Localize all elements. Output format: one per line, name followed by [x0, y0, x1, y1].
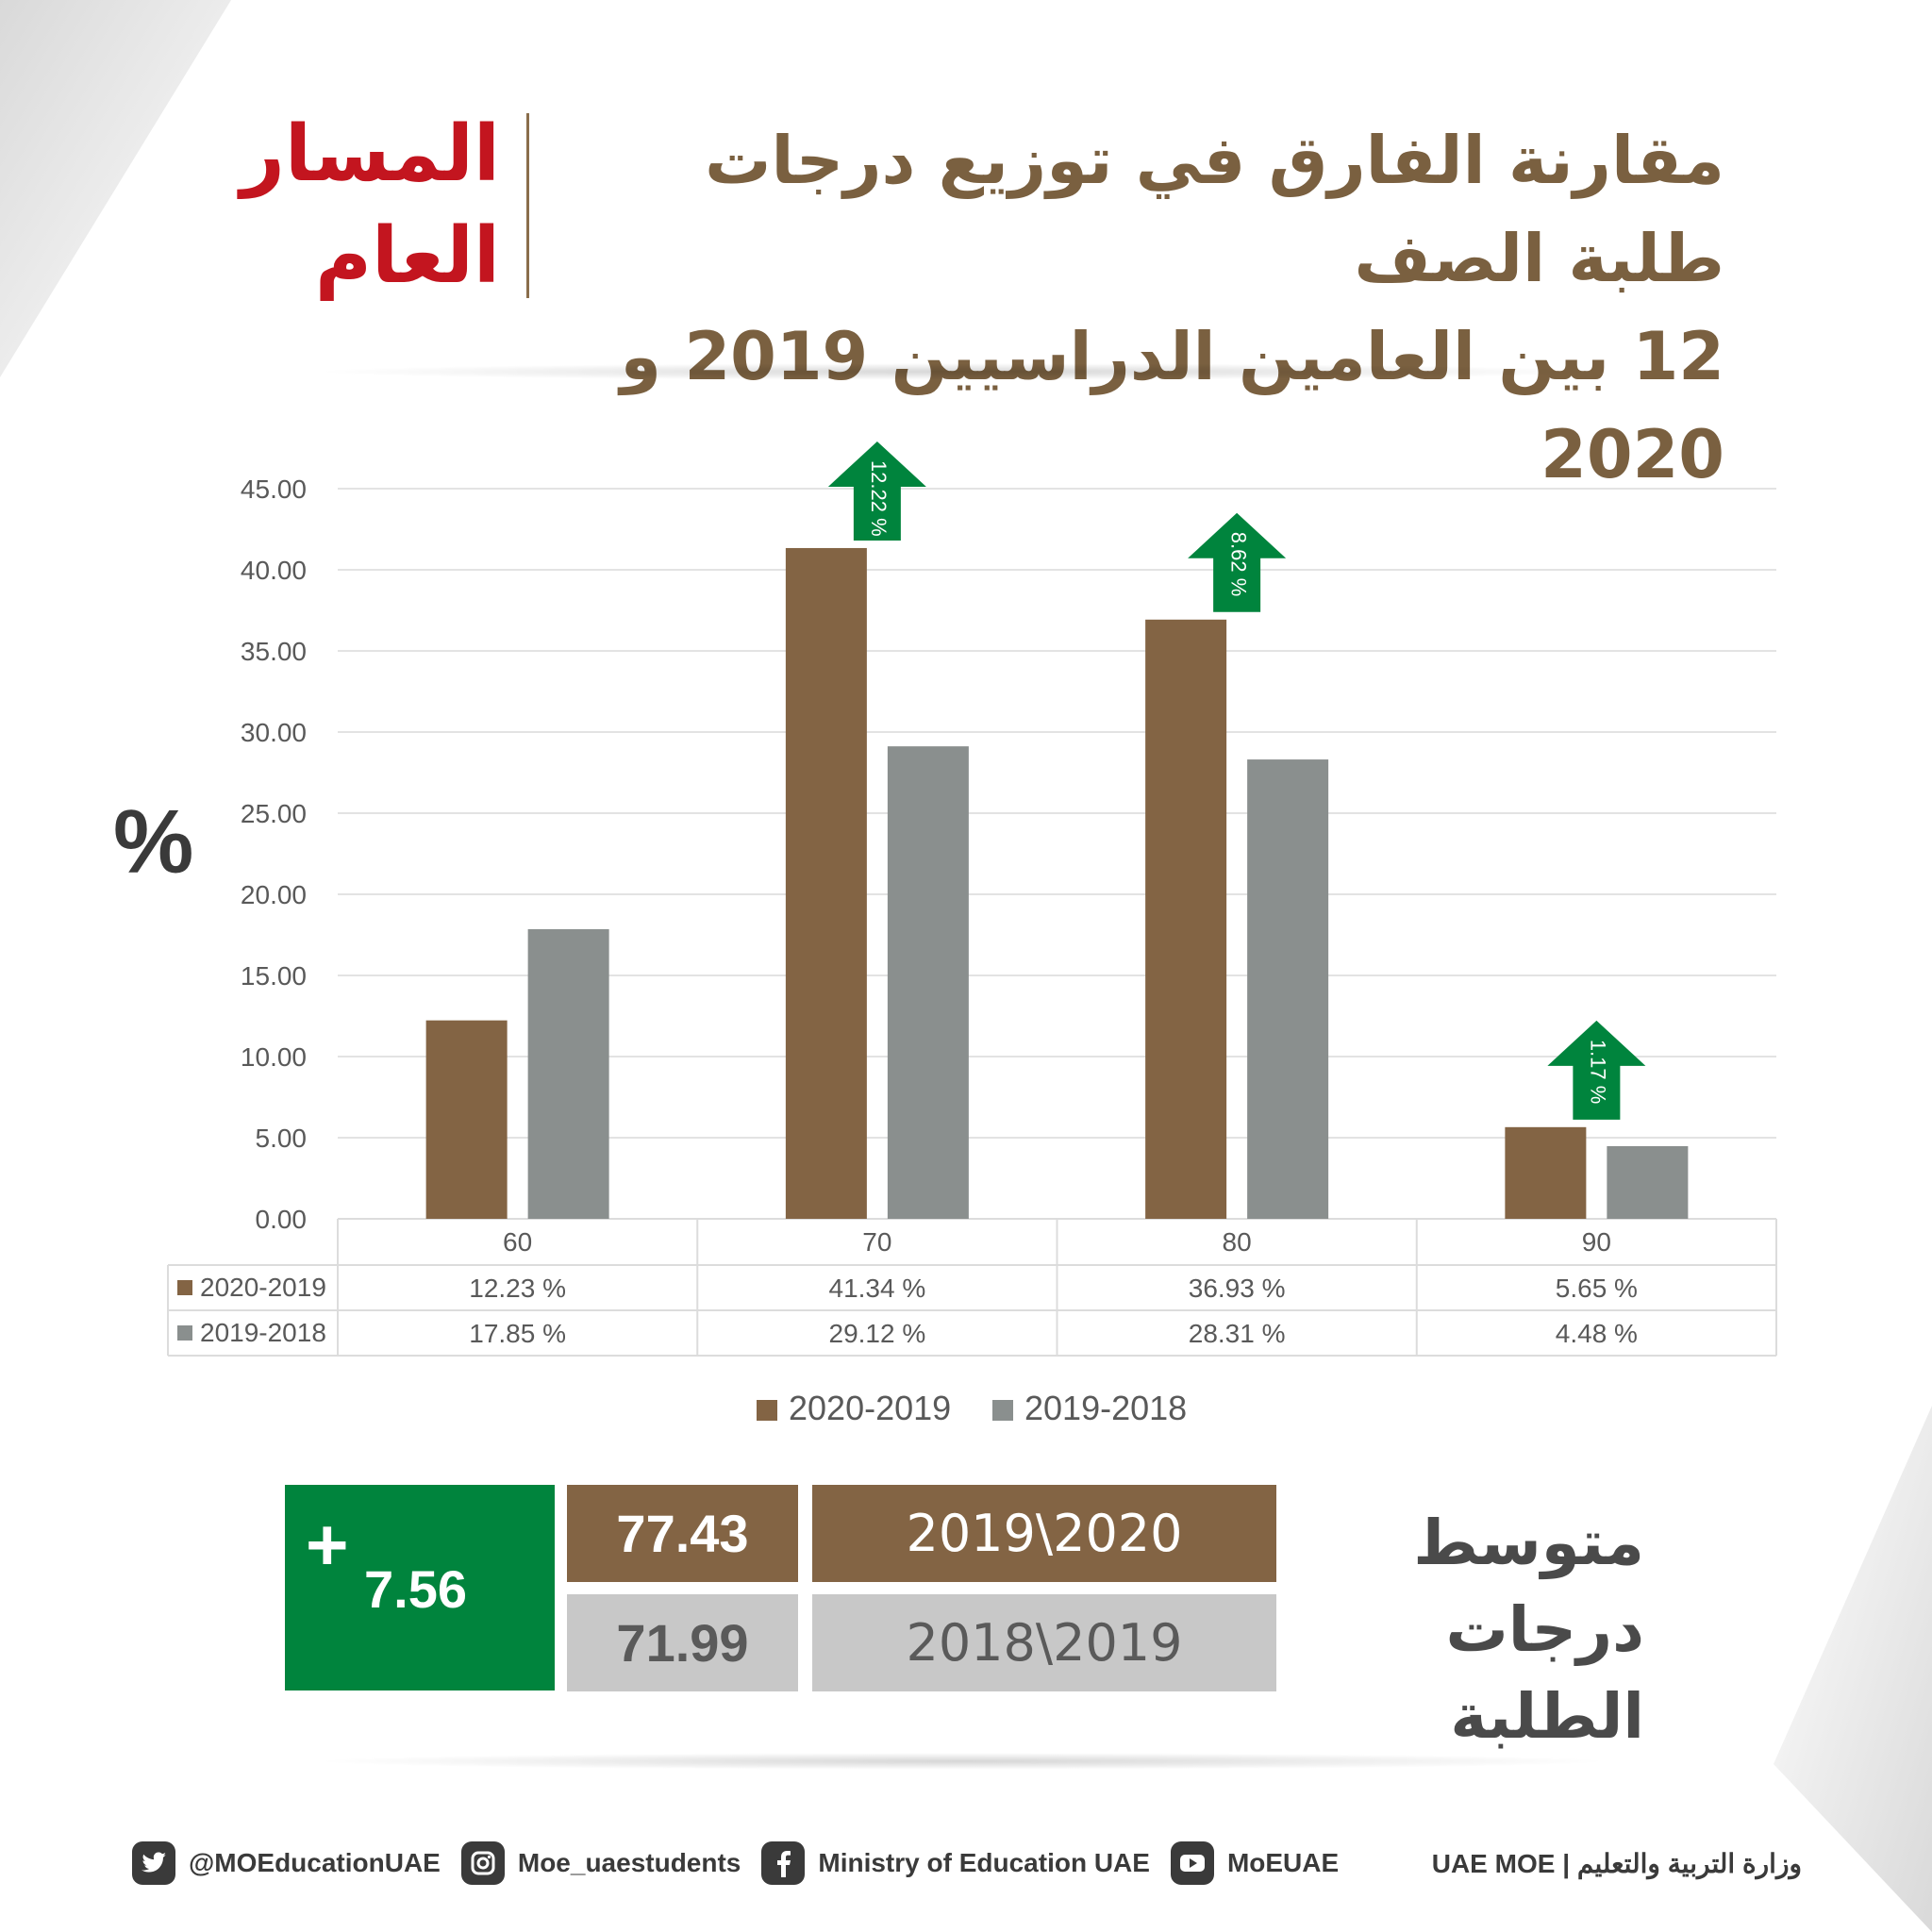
track-line-2: العام [314, 211, 500, 301]
avg-2020-value: 77.43 [616, 1504, 749, 1563]
instagram-link[interactable]: Moe_uaestudents [460, 1841, 741, 1885]
facebook-icon [761, 1841, 806, 1885]
y-tick-label: 35.00 [241, 637, 307, 666]
table-series-name: 2019-2018 [200, 1318, 326, 1347]
y-tick-label: 40.00 [241, 556, 307, 585]
x-tick-label: 80 [1223, 1227, 1252, 1257]
data-label: 36.93 % [1189, 1274, 1286, 1303]
header-shadow [311, 363, 1613, 380]
up-arrow-icon [1188, 512, 1287, 612]
y-tick-label: 15.00 [241, 961, 307, 991]
y-tick-label: 20.00 [241, 880, 307, 909]
y-tick-label: 10.00 [241, 1042, 307, 1072]
table-legend-swatch [177, 1325, 192, 1341]
bar-2020-2019-80 [1145, 619, 1227, 1219]
increase-label: 8.62 % [1226, 532, 1250, 597]
track-line-1: المسار [240, 109, 500, 199]
organization-name: وزارة التربية والتعليم | UAE MOE [1431, 1848, 1802, 1878]
youtube-link[interactable]: MoEUAE [1170, 1841, 1340, 1885]
bar-2020-2019-60 [425, 1020, 508, 1219]
table-legend-swatch [177, 1280, 192, 1295]
title-divider [526, 113, 529, 298]
data-label: 29.12 % [829, 1319, 926, 1348]
y-tick-label: 0.00 [256, 1205, 308, 1234]
footer-shadow [311, 1753, 1613, 1770]
bar-2020-2019-70 [785, 547, 867, 1219]
difference-sign: + [306, 1503, 349, 1586]
x-tick-label: 90 [1582, 1227, 1611, 1257]
year-2020-box: 2019\2020 [812, 1485, 1276, 1582]
track-title: المسار العام [240, 104, 500, 308]
bar-chart: 0.00 5.00 10.00 15.00 20.00 25.00 30.00 35.00 40… [167, 441, 1777, 1427]
facebook-handle: Ministry of Education UAE [818, 1848, 1150, 1877]
difference-box: + 7.56 [285, 1485, 555, 1690]
y-tick-label: 30.00 [241, 718, 307, 747]
data-label: 5.65 % [1556, 1274, 1638, 1303]
bar-2019-2018-70 [887, 746, 969, 1219]
data-label: 17.85 % [469, 1319, 566, 1348]
up-arrow-icon [1547, 1020, 1646, 1120]
y-tick-label: 45.00 [241, 475, 307, 504]
bar-2019-2018-60 [527, 928, 609, 1219]
instagram-icon [460, 1841, 505, 1885]
youtube-icon [1170, 1841, 1214, 1885]
avg-2019-box: 71.99 [567, 1594, 798, 1691]
year-2019-box: 2018\2019 [812, 1594, 1276, 1691]
y-axis-label: % [113, 791, 194, 892]
chart-title: مقارنة الفارق في توزيع درجات طلبة الصف 1… [592, 111, 1724, 504]
year-2019-label: 2018\2019 [906, 1613, 1183, 1673]
instagram-handle: Moe_uaestudents [517, 1848, 741, 1877]
up-arrow-icon [827, 441, 926, 541]
x-tick-label: 70 [862, 1227, 891, 1257]
legend-swatch [757, 1400, 777, 1421]
avg-2019-value: 71.99 [616, 1613, 749, 1673]
title-line-2: 12 بين العامين الدراسيين 2019 و 2020 [620, 318, 1724, 493]
facebook-link[interactable]: Ministry of Education UAE [761, 1841, 1150, 1885]
y-tick-label: 25.00 [241, 799, 307, 828]
footer: @MOEducationUAE Moe_uaestudents Ministry… [132, 1835, 1802, 1891]
bar-2019-2018-90 [1607, 1145, 1689, 1219]
youtube-handle: MoEUAE [1226, 1848, 1340, 1877]
increase-label: 1.17 % [1587, 1040, 1610, 1105]
increase-label: 12.22 % [867, 460, 891, 537]
bar-2019-2018-80 [1247, 759, 1329, 1219]
average-label-line-1: متوسط [1413, 1507, 1644, 1579]
table-series-name: 2020-2019 [200, 1273, 326, 1302]
data-label: 28.31 % [1189, 1319, 1286, 1348]
data-label: 4.48 % [1556, 1319, 1638, 1348]
data-label: 41.34 % [829, 1274, 926, 1303]
title-line-1: مقارنة الفارق في توزيع درجات طلبة الصف [705, 122, 1724, 297]
year-2020-label: 2019\2020 [906, 1504, 1183, 1563]
legend-label: 2019-2018 [1024, 1389, 1187, 1427]
bar-2020-2019-90 [1505, 1126, 1587, 1219]
twitter-handle: @MOEducationUAE [189, 1848, 441, 1877]
legend-swatch [992, 1400, 1013, 1421]
avg-2020-box: 77.43 [567, 1485, 798, 1582]
difference-value: 7.56 [364, 1559, 467, 1619]
average-label: متوسط درجات الطلبة [1267, 1500, 1644, 1760]
x-tick-label: 60 [503, 1227, 532, 1257]
average-label-line-2: درجات الطلبة [1445, 1593, 1644, 1753]
data-label: 12.23 % [469, 1274, 566, 1303]
twitter-link[interactable]: @MOEducationUAE [132, 1841, 441, 1885]
y-tick-label: 5.00 [256, 1124, 308, 1153]
legend-label: 2020-2019 [789, 1389, 951, 1427]
header: مقارنة الفارق في توزيع درجات طلبة الصف 1… [0, 0, 1932, 493]
twitter-icon [132, 1841, 175, 1885]
